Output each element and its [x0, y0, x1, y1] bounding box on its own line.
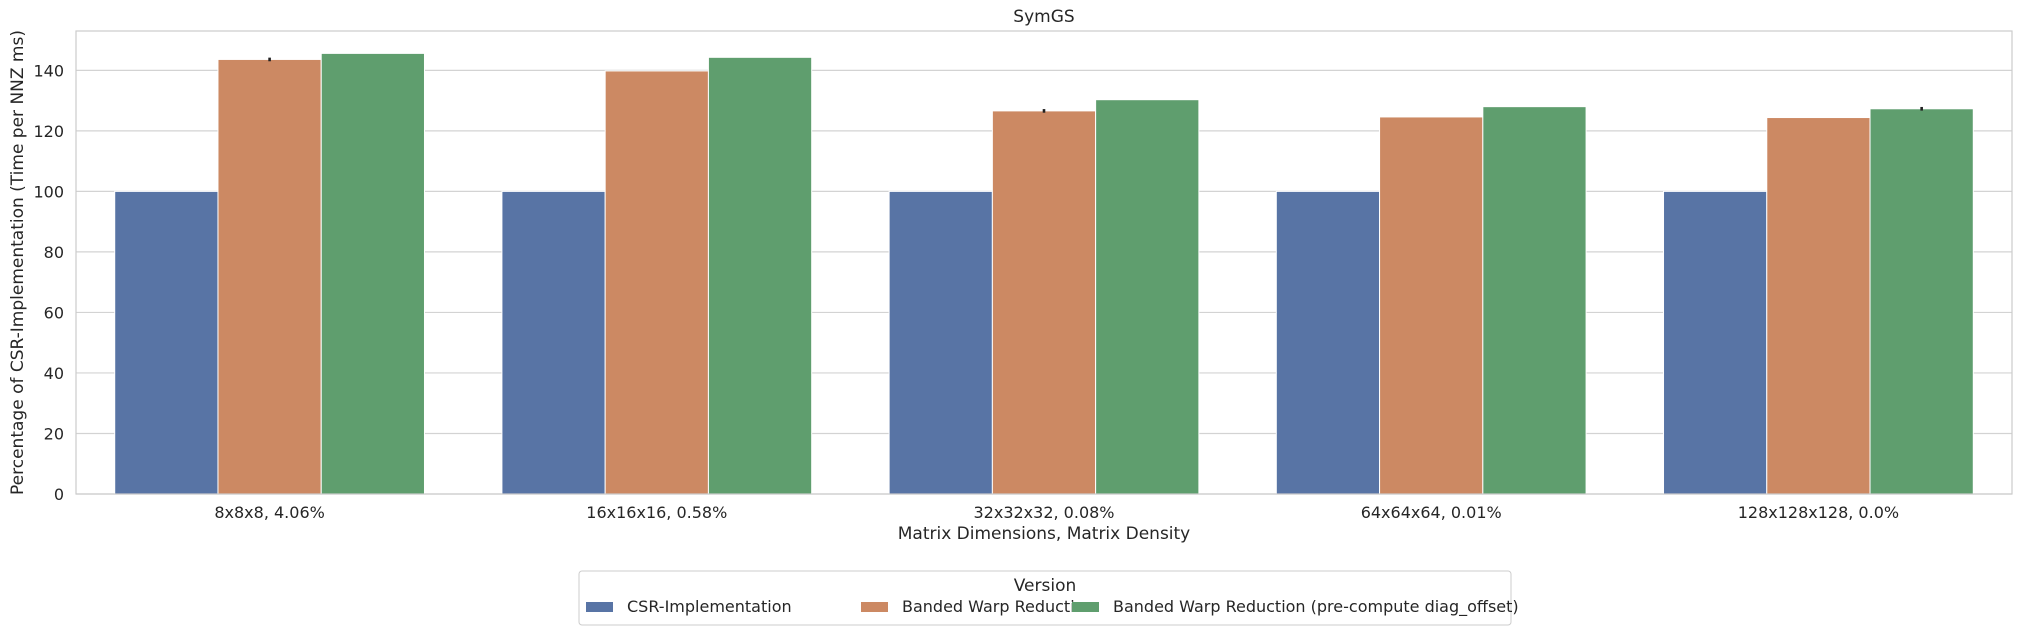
bar-1-2 [501, 190, 606, 495]
x-tick-label: 8x8x8, 4.06% [214, 503, 324, 522]
y-tick-label: 40 [44, 364, 64, 383]
bar-2-4 [1379, 116, 1484, 495]
bar-1-4 [1275, 190, 1381, 495]
y-tick-label: 80 [44, 243, 64, 262]
y-tick-label: 0 [54, 485, 64, 504]
bar-3-5 [1869, 108, 1974, 495]
x-tick-label: 64x64x64, 0.01% [1361, 503, 1502, 522]
bar-1-5 [1663, 190, 1768, 495]
legend-label-2: Banded Warp Reduction [902, 597, 1095, 616]
x-tick-label: 32x32x32, 0.08% [973, 503, 1114, 522]
legend-label-3: Banded Warp Reduction (pre-compute diag_… [1113, 597, 1519, 617]
bar-1-1 [114, 190, 219, 495]
x-tick-label: 16x16x16, 0.58% [586, 503, 727, 522]
bar-2-1 [217, 58, 322, 495]
y-tick-label: 120 [33, 122, 64, 141]
legend-box [578, 570, 1512, 626]
x-tick-labels: 8x8x8, 4.06% 16x16x16, 0.58% 32x32x32, 0.0… [214, 503, 1899, 522]
legend-swatch-3 [1072, 602, 1099, 612]
chart-title: SymGS [1013, 7, 1074, 27]
y-tick-label: 140 [33, 61, 64, 80]
bar-3-2 [707, 56, 813, 495]
bars [114, 52, 1974, 495]
bar-2-5 [1766, 117, 1871, 495]
bar-3-4 [1482, 106, 1587, 495]
legend-title: Version [1014, 576, 1077, 596]
bar-2-2 [604, 70, 709, 495]
y-tick-label: 20 [44, 424, 64, 443]
legend-label-1: CSR-Implementation [627, 597, 792, 616]
y-tick-label: 100 [33, 182, 64, 201]
legend-items: CSR-Implementation Banded Warp Reduction B… [586, 597, 1519, 617]
bar-3-3 [1095, 99, 1200, 495]
y-tick-labels: 0 20 40 60 80 100 120 140 [33, 61, 64, 504]
y-tick-label: 60 [44, 303, 64, 322]
legend: Version CSR-Implementation Banded Warp Re… [578, 570, 1519, 626]
bar-2-3 [991, 110, 1097, 495]
x-axis-label: Matrix Dimensions, Matrix Density [898, 524, 1191, 544]
plot-frame [75, 30, 2013, 495]
bar-3-1 [320, 52, 425, 495]
legend-swatch-1 [586, 602, 613, 612]
bar-1-3 [888, 190, 993, 495]
y-axis-label: Percentage of CSR-Implementation (Time p… [8, 30, 28, 495]
legend-swatch-2 [861, 602, 888, 612]
x-tick-label: 128x128x128, 0.0% [1738, 503, 1899, 522]
